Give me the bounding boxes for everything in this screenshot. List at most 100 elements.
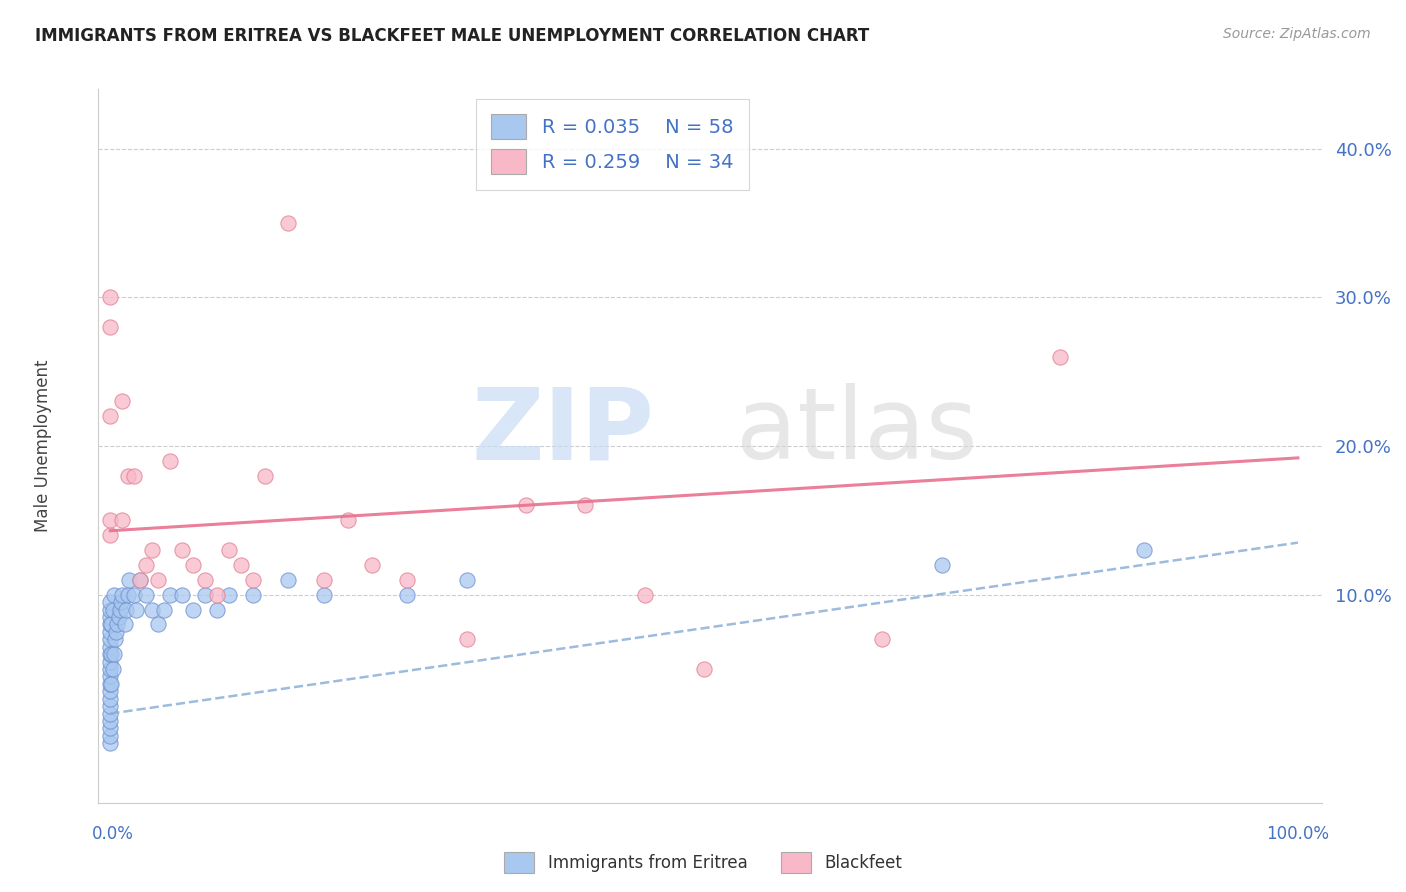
Point xyxy=(229,558,252,572)
Point xyxy=(456,573,478,587)
Point xyxy=(98,602,121,616)
Point xyxy=(117,588,139,602)
Point xyxy=(98,736,121,750)
Point xyxy=(107,617,129,632)
Point xyxy=(104,632,127,647)
Point xyxy=(98,595,121,609)
Point xyxy=(135,588,157,602)
Point xyxy=(159,588,181,602)
Point xyxy=(205,588,228,602)
Point xyxy=(194,573,217,587)
Legend: R = 0.035    N = 58, R = 0.259    N = 34: R = 0.035 N = 58, R = 0.259 N = 34 xyxy=(475,99,749,190)
Point xyxy=(456,632,478,647)
Point xyxy=(396,573,419,587)
Point xyxy=(194,588,217,602)
Point xyxy=(141,543,163,558)
Point xyxy=(98,624,121,639)
Point xyxy=(98,640,121,654)
Point xyxy=(103,647,125,661)
Point xyxy=(98,691,121,706)
Point xyxy=(101,662,124,676)
Point xyxy=(242,588,264,602)
Point xyxy=(98,655,121,669)
Point xyxy=(129,573,152,587)
Legend: Immigrants from Eritrea, Blackfeet: Immigrants from Eritrea, Blackfeet xyxy=(498,846,908,880)
Point xyxy=(98,714,121,728)
Point xyxy=(312,588,335,602)
Point xyxy=(146,573,169,587)
Point xyxy=(98,647,121,661)
Point xyxy=(111,394,134,409)
Point xyxy=(146,617,169,632)
Point xyxy=(103,588,125,602)
Point xyxy=(98,513,121,527)
Point xyxy=(152,602,174,616)
Point xyxy=(98,677,121,691)
Point xyxy=(111,513,134,527)
Point xyxy=(870,632,893,647)
Point xyxy=(183,602,205,616)
Text: 100.0%: 100.0% xyxy=(1265,825,1329,843)
Point xyxy=(98,632,121,647)
Point xyxy=(129,573,152,587)
Point xyxy=(634,588,657,602)
Point xyxy=(98,610,121,624)
Text: atlas: atlas xyxy=(735,384,977,480)
Point xyxy=(277,573,299,587)
Point xyxy=(118,573,141,587)
Point xyxy=(253,468,276,483)
Point xyxy=(98,722,121,736)
Point xyxy=(100,617,122,632)
Point xyxy=(336,513,359,527)
Point xyxy=(101,602,124,616)
Point xyxy=(218,543,240,558)
Point xyxy=(100,647,122,661)
Point xyxy=(114,617,136,632)
Point xyxy=(183,558,205,572)
Point xyxy=(114,602,136,616)
Point xyxy=(125,602,148,616)
Point xyxy=(98,617,121,632)
Text: 0.0%: 0.0% xyxy=(91,825,134,843)
Point xyxy=(931,558,953,572)
Point xyxy=(277,216,299,230)
Point xyxy=(98,669,121,683)
Text: Source: ZipAtlas.com: Source: ZipAtlas.com xyxy=(1223,27,1371,41)
Point xyxy=(170,588,193,602)
Point xyxy=(98,706,121,721)
Point xyxy=(98,320,121,334)
Point xyxy=(396,588,419,602)
Point xyxy=(100,677,122,691)
Point xyxy=(141,602,163,616)
Point xyxy=(107,610,129,624)
Point xyxy=(98,528,121,542)
Point xyxy=(693,662,716,676)
Point xyxy=(98,662,121,676)
Point xyxy=(122,468,145,483)
Point xyxy=(515,499,537,513)
Point xyxy=(98,409,121,424)
Point xyxy=(170,543,193,558)
Point xyxy=(98,729,121,743)
Point xyxy=(360,558,382,572)
Point xyxy=(205,602,228,616)
Point xyxy=(218,588,240,602)
Point xyxy=(117,468,139,483)
Point xyxy=(1049,350,1071,364)
Point xyxy=(98,290,121,304)
Point xyxy=(110,595,132,609)
Point xyxy=(242,573,264,587)
Point xyxy=(159,454,181,468)
Text: IMMIGRANTS FROM ERITREA VS BLACKFEET MALE UNEMPLOYMENT CORRELATION CHART: IMMIGRANTS FROM ERITREA VS BLACKFEET MAL… xyxy=(35,27,869,45)
Point xyxy=(574,499,596,513)
Point xyxy=(312,573,335,587)
Point xyxy=(108,602,131,616)
Point xyxy=(1132,543,1154,558)
Text: Male Unemployment: Male Unemployment xyxy=(34,359,52,533)
Point xyxy=(122,588,145,602)
Point xyxy=(98,684,121,698)
Point xyxy=(105,624,128,639)
Point xyxy=(135,558,157,572)
Text: ZIP: ZIP xyxy=(472,384,655,480)
Point xyxy=(98,699,121,714)
